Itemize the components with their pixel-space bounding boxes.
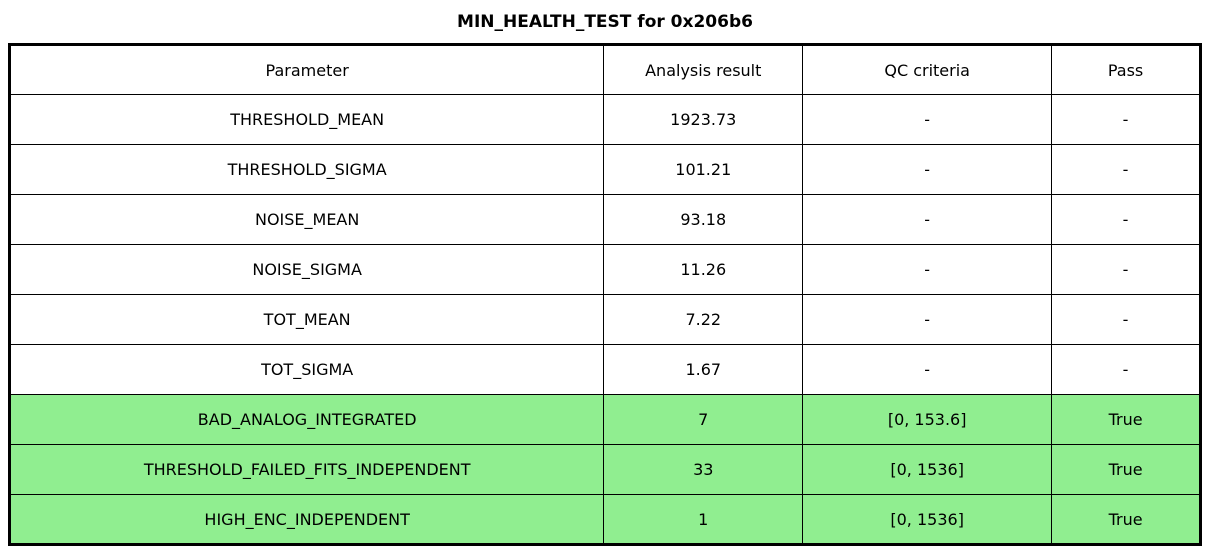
cell-parameter: TOT_SIGMA <box>8 344 605 395</box>
column-header-parameter: Parameter <box>8 44 605 95</box>
cell-analysis-result: 7.22 <box>603 294 804 345</box>
cell-parameter: TOT_MEAN <box>8 294 605 345</box>
table-row: HIGH_ENC_INDEPENDENT 1 [0, 1536] True <box>8 494 1201 545</box>
table-row: TOT_MEAN 7.22- - <box>8 294 1201 345</box>
cell-analysis-result: 11.26 <box>603 244 804 295</box>
cell-pass: - <box>1051 294 1201 345</box>
cell-qc-criteria: [0, 1536] <box>802 444 1053 495</box>
qc-results-table: Parameter Analysis result QC criteria Pa… <box>8 43 1202 546</box>
cell-pass: - <box>1051 194 1201 245</box>
table-row: THRESHOLD_SIGMA 101.21- - <box>8 144 1201 195</box>
cell-pass: - <box>1051 244 1201 295</box>
column-header-qc-criteria: QC criteria <box>802 44 1053 95</box>
cell-pass: True <box>1051 394 1201 445</box>
cell-parameter: BAD_ANALOG_INTEGRATED <box>8 394 605 445</box>
cell-pass: - <box>1051 94 1201 145</box>
table-row: NOISE_MEAN 93.18- - <box>8 194 1201 245</box>
table-body: THRESHOLD_MEAN 1923.73- - THRESHOLD_SIGMA 10… <box>8 94 1201 545</box>
column-header-pass: Pass <box>1051 44 1201 95</box>
cell-pass: True <box>1051 494 1201 545</box>
cell-qc-criteria: - <box>802 294 1053 345</box>
cell-parameter: THRESHOLD_SIGMA <box>8 144 605 195</box>
cell-parameter: NOISE_SIGMA <box>8 244 605 295</box>
cell-parameter: THRESHOLD_MEAN <box>8 94 605 145</box>
cell-analysis-result: 101.21 <box>603 144 804 195</box>
cell-parameter: THRESHOLD_FAILED_FITS_INDEPENDENT <box>8 444 605 495</box>
table-row: TOT_SIGMA 1.67- - <box>8 344 1201 395</box>
cell-pass: - <box>1051 344 1201 395</box>
header-row: Parameter Analysis result QC criteria Pa… <box>8 44 1201 95</box>
cell-qc-criteria: - <box>802 144 1053 195</box>
cell-parameter: NOISE_MEAN <box>8 194 605 245</box>
table-row: BAD_ANALOG_INTEGRATED 7 [0, 153.6] True <box>8 394 1201 445</box>
cell-qc-criteria: [0, 1536] <box>802 494 1053 545</box>
cell-pass: - <box>1051 144 1201 195</box>
cell-analysis-result: 1.67 <box>603 344 804 395</box>
cell-qc-criteria: - <box>802 94 1053 145</box>
cell-analysis-result: 1 <box>603 494 804 545</box>
cell-qc-criteria: [0, 153.6] <box>802 394 1053 445</box>
cell-analysis-result: 7 <box>603 394 804 445</box>
table-row: NOISE_SIGMA 11.26- - <box>8 244 1201 295</box>
chart-title: MIN_HEALTH_TEST for 0x206b6 <box>457 11 753 32</box>
cell-analysis-result: 93.18 <box>603 194 804 245</box>
cell-parameter: HIGH_ENC_INDEPENDENT <box>8 494 605 545</box>
cell-qc-criteria: - <box>802 244 1053 295</box>
cell-qc-criteria: - <box>802 194 1053 245</box>
cell-analysis-result: 1923.73 <box>603 94 804 145</box>
cell-pass: True <box>1051 444 1201 495</box>
cell-qc-criteria: - <box>802 344 1053 395</box>
cell-analysis-result: 33 <box>603 444 804 495</box>
column-header-analysis-result: Analysis result <box>603 44 804 95</box>
table-row: THRESHOLD_MEAN 1923.73- - <box>8 94 1201 145</box>
table-row: THRESHOLD_FAILED_FITS_INDEPENDENT 33 [0, 1… <box>8 444 1201 495</box>
